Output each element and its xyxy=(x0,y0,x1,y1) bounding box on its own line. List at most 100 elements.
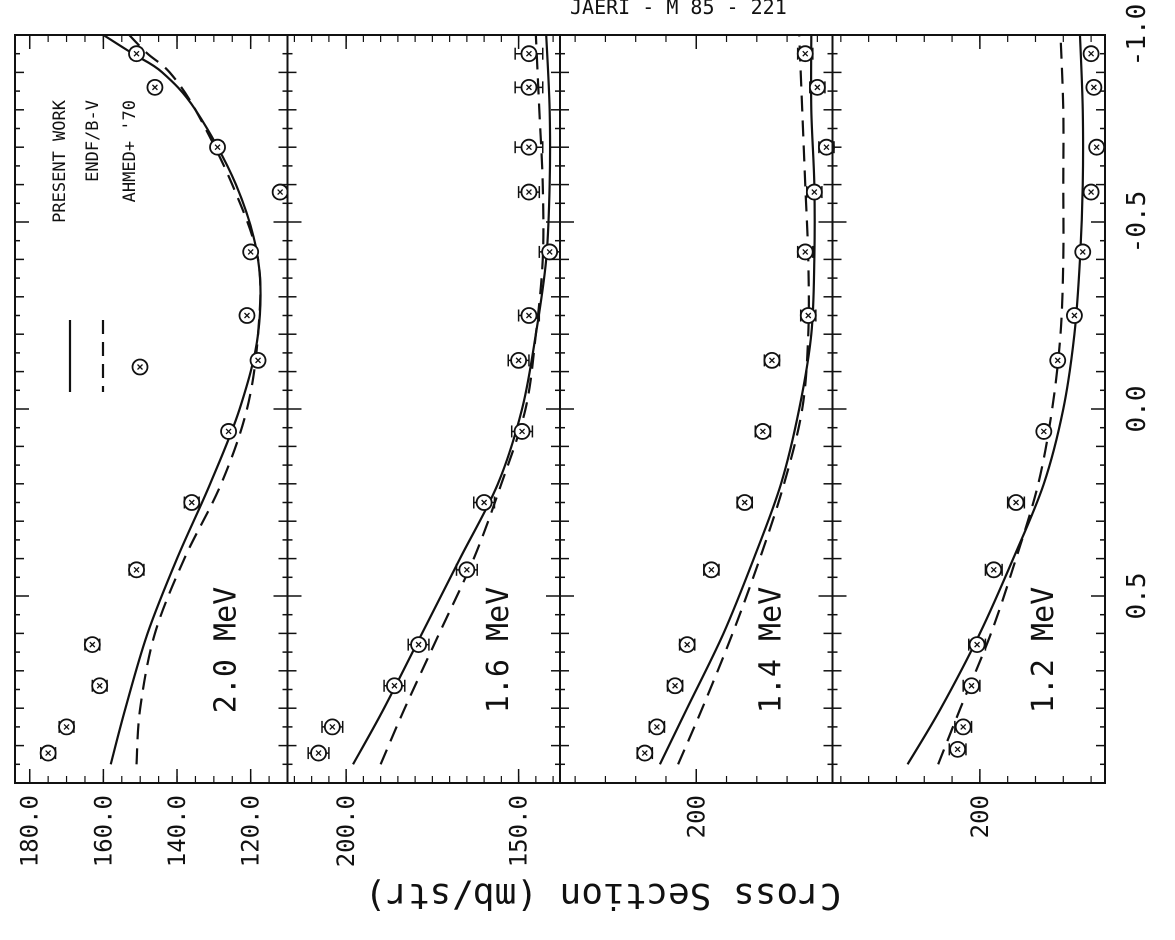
marker-cross xyxy=(1088,189,1095,196)
panel-energy-label: 1.2 MeV xyxy=(1026,587,1061,713)
data-point xyxy=(242,243,260,261)
marker-cross xyxy=(525,50,532,57)
marker-cross xyxy=(151,84,158,91)
marker-cross xyxy=(1088,50,1095,57)
data-point xyxy=(271,183,289,201)
data-point xyxy=(1035,423,1053,440)
data-point xyxy=(754,423,772,440)
marker-cross xyxy=(214,144,221,151)
marker-cross xyxy=(814,84,821,91)
panel-2_0-MeV: 180.0 160.0 140.0 120.0 2.0 MeV xyxy=(14,34,289,867)
legend-label: ENDF/B-V xyxy=(83,100,103,182)
marker-cross xyxy=(315,750,322,757)
data-point xyxy=(514,138,544,156)
data-point xyxy=(796,243,814,261)
data-point xyxy=(799,307,817,324)
data-point xyxy=(407,636,430,654)
marker-cross xyxy=(255,357,262,364)
y-tick-label: 200 xyxy=(682,795,710,838)
y-tick-label: 160.0 xyxy=(89,795,117,867)
data-point xyxy=(238,307,256,324)
data-point xyxy=(636,744,654,762)
marker-cross xyxy=(672,682,679,689)
data-point xyxy=(648,718,666,736)
marker-cross xyxy=(802,50,809,57)
marker-cross xyxy=(481,499,488,506)
data-point xyxy=(796,45,814,63)
marker-cross xyxy=(974,641,981,648)
data-point xyxy=(307,744,330,762)
panel-1_2-MeV: 200 1.2 MeV xyxy=(831,34,1106,838)
data-point xyxy=(962,677,981,695)
marker-cross xyxy=(89,641,96,648)
panel-energy-label: 1.4 MeV xyxy=(754,587,789,713)
endf-curve xyxy=(128,35,262,765)
marker-cross xyxy=(133,50,140,57)
y-tick-label: 180.0 xyxy=(16,795,44,867)
data-point xyxy=(128,561,145,579)
data-point xyxy=(763,351,781,369)
data-point xyxy=(83,636,101,654)
marker-cross xyxy=(515,357,522,364)
marker-cross xyxy=(225,428,232,435)
data-point xyxy=(517,183,541,201)
data-point xyxy=(220,423,237,440)
panel-frame xyxy=(559,34,834,784)
data-point xyxy=(128,45,145,63)
marker-cross xyxy=(133,566,140,573)
marker-cross xyxy=(823,144,830,151)
data-point xyxy=(666,677,684,695)
marker-cross xyxy=(525,189,532,196)
marker-cross xyxy=(546,248,553,255)
marker-cross xyxy=(63,723,70,730)
marker-cross xyxy=(391,682,398,689)
marker-cross xyxy=(96,682,103,689)
y-tick-label: 120.0 xyxy=(237,795,265,867)
marker-cross xyxy=(968,682,975,689)
marker-cross xyxy=(811,189,818,196)
x-tick-label: -0.5 xyxy=(1122,191,1152,254)
data-point xyxy=(805,183,823,201)
marker-cross xyxy=(990,566,997,573)
marker-cross xyxy=(247,248,254,255)
endf-curve xyxy=(379,35,545,765)
y-tick-label: 150.0 xyxy=(505,795,533,867)
marker-cross xyxy=(802,248,809,255)
present-work-curve xyxy=(352,35,552,765)
marker-cross xyxy=(1071,312,1078,319)
marker-cross xyxy=(1040,428,1047,435)
panel-1_6-MeV: 200.0 150.0 1.6 MeV xyxy=(286,34,561,867)
y-axis-label: Cross Section (mb/str) xyxy=(365,875,842,916)
data-point xyxy=(948,740,967,758)
data-point xyxy=(507,351,530,369)
legend-label: PRESENT WORK xyxy=(50,99,70,223)
data-point xyxy=(473,494,496,511)
data-point xyxy=(968,636,987,654)
data-point xyxy=(39,744,57,762)
legend: PRESENT WORK ENDF/B-V AHMED+ '70 xyxy=(50,99,149,392)
marker-cross xyxy=(525,84,532,91)
data-point xyxy=(1082,45,1100,63)
marker-cross xyxy=(277,189,284,196)
marker-cross xyxy=(641,750,648,757)
marker-cross xyxy=(525,144,532,151)
data-point xyxy=(510,423,534,440)
marker-cross xyxy=(415,641,422,648)
y-tick-label: 200 xyxy=(966,795,994,838)
data-point xyxy=(183,494,201,511)
data-point xyxy=(702,561,720,579)
marker-cross xyxy=(954,746,961,753)
marker-cross xyxy=(768,357,775,364)
legend-marker-cross xyxy=(137,364,143,370)
marker-cross xyxy=(525,312,532,319)
rotated-plot-area: 180.0 160.0 140.0 120.0 2.0 MeV 200.0 150.0 1.6… xyxy=(14,4,1152,867)
data-point xyxy=(1088,138,1106,156)
data-point xyxy=(514,78,544,96)
panel-1_4-MeV: 200 1.4 MeV xyxy=(559,34,835,838)
x-tick-label: -1.0 xyxy=(1122,4,1152,67)
data-point xyxy=(249,351,267,369)
marker-cross xyxy=(519,428,526,435)
marker-cross xyxy=(1090,84,1097,91)
data-point xyxy=(984,561,1003,579)
